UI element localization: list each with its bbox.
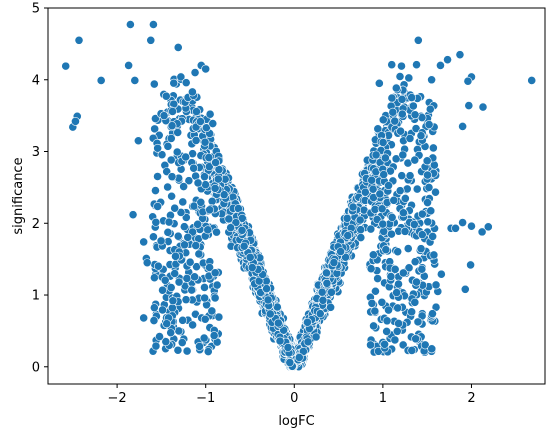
data-point	[356, 233, 366, 243]
data-point	[356, 225, 366, 235]
data-point	[342, 213, 352, 223]
data-point	[395, 72, 405, 81]
data-point	[387, 93, 397, 103]
data-point	[169, 78, 179, 88]
data-point	[404, 73, 414, 83]
data-point	[391, 83, 401, 93]
data-point	[311, 332, 321, 342]
plot-area	[48, 8, 545, 384]
scatter-points	[61, 20, 537, 372]
